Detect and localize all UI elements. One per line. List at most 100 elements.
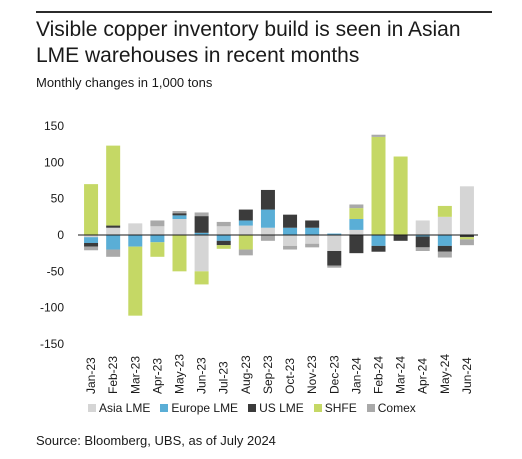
source-note: Source: Bloomberg, UBS, as of July 2024 [36, 433, 276, 448]
bar-asia-lme-nov-23 [305, 235, 320, 244]
bar-comex-sep-23 [260, 235, 275, 241]
bars [84, 134, 474, 316]
bar-comex-jan-23 [84, 246, 99, 251]
bar-europe-lme-nov-23 [305, 227, 320, 235]
legend-item: US LME [248, 401, 304, 415]
legend-swatch [88, 404, 96, 412]
bar-shfe-feb-24 [371, 136, 386, 235]
bar-shfe-aug-23 [238, 235, 253, 250]
bar-asia-lme-jan-23 [84, 235, 99, 238]
x-tick-label: May-23 [173, 354, 187, 394]
bar-europe-lme-feb-23 [106, 235, 121, 250]
x-tick-label: Mar-24 [394, 356, 408, 394]
x-tick-label: Aug-23 [239, 355, 253, 394]
bar-comex-dec-23 [327, 265, 342, 268]
x-tick-label: Sep-23 [261, 355, 275, 394]
legend-label: US LME [259, 401, 304, 415]
bar-comex-apr-24 [415, 247, 430, 251]
bar-us-lme-jul-23 [216, 240, 231, 246]
legend-item: Europe LME [160, 401, 238, 415]
bar-comex-apr-23 [150, 220, 165, 227]
bar-asia-lme-may-23 [172, 219, 187, 235]
bar-us-lme-may-24 [437, 245, 452, 252]
chart-subtitle: Monthly changes in 1,000 tons [36, 75, 213, 90]
bar-shfe-jan-23 [84, 184, 99, 235]
bar-asia-lme-dec-23 [327, 235, 342, 251]
bar-shfe-may-24 [437, 205, 452, 217]
bar-europe-lme-jul-23 [216, 235, 231, 241]
bar-us-lme-aug-23 [238, 209, 253, 221]
bar-us-lme-oct-23 [283, 214, 298, 228]
bar-europe-lme-jan-24 [349, 219, 364, 230]
bar-europe-lme-may-23 [172, 215, 187, 220]
x-tick-label: Jan-24 [349, 357, 363, 394]
legend: Asia LME Europe LME US LME SHFE Comex [88, 401, 416, 415]
y-axis: 150 100 50 0 -50 -100 -150 [40, 119, 64, 351]
bar-comex-oct-23 [283, 245, 298, 250]
bar-asia-lme-mar-23 [128, 223, 143, 235]
legend-label: Europe LME [171, 401, 239, 415]
bar-asia-lme-jun-24 [459, 186, 474, 235]
bar-comex-nov-23 [305, 243, 320, 248]
bar-shfe-jun-23 [194, 271, 209, 285]
bar-asia-lme-may-24 [437, 216, 452, 235]
x-tick-label: Jun-23 [195, 357, 209, 394]
bar-europe-lme-sep-23 [260, 209, 275, 228]
x-tick-label: Nov-23 [305, 355, 319, 394]
legend-label: SHFE [324, 401, 357, 415]
bar-comex-feb-24 [371, 134, 386, 137]
bar-us-lme-feb-23 [106, 225, 121, 228]
bar-us-lme-sep-23 [260, 189, 275, 210]
x-tick-label: Jul-23 [217, 361, 231, 394]
legend-label: Comex [377, 401, 416, 415]
bar-shfe-jul-23 [216, 245, 231, 249]
bar-shfe-jun-24 [459, 237, 474, 240]
bar-europe-lme-oct-23 [283, 227, 298, 235]
x-tick-label: May-24 [438, 354, 452, 394]
bar-europe-lme-dec-23 [327, 233, 342, 235]
y-tick-label: -50 [47, 264, 65, 278]
x-tick-label: Jun-24 [460, 357, 474, 394]
bar-asia-lme-apr-24 [415, 220, 430, 235]
bar-shfe-jan-24 [349, 208, 364, 220]
bar-europe-lme-apr-24 [415, 235, 430, 237]
legend-item: SHFE [313, 401, 357, 415]
bar-shfe-apr-23 [150, 242, 165, 257]
x-tick-label: Apr-24 [416, 358, 430, 394]
bar-asia-lme-apr-23 [150, 226, 165, 235]
bar-comex-may-24 [437, 251, 452, 258]
bar-us-lme-jun-23 [194, 216, 209, 233]
y-tick-label: 0 [57, 228, 64, 242]
bar-shfe-mar-23 [128, 246, 143, 316]
bar-shfe-feb-23 [106, 145, 121, 226]
legend-swatch [313, 404, 322, 412]
bar-shfe-mar-24 [393, 156, 408, 235]
bar-comex-jan-24 [349, 204, 364, 209]
bar-europe-lme-jun-23 [194, 232, 209, 235]
x-tick-label: Oct-23 [283, 358, 297, 394]
y-tick-label: 150 [44, 119, 64, 133]
bar-comex-aug-23 [238, 249, 253, 256]
top-rule [36, 11, 492, 13]
bar-us-lme-mar-24 [393, 235, 408, 241]
y-tick-label: -100 [40, 301, 64, 315]
bar-asia-lme-sep-23 [260, 227, 275, 235]
legend-label: Asia LME [99, 401, 151, 415]
bar-us-lme-apr-24 [415, 236, 430, 248]
y-tick-label: -150 [40, 337, 64, 351]
y-tick-label: 100 [44, 155, 64, 169]
bar-europe-lme-jan-23 [84, 237, 99, 243]
x-tick-label: Jan-23 [84, 357, 98, 394]
bar-us-lme-jun-24 [459, 235, 474, 238]
x-tick-label: Feb-24 [372, 356, 386, 394]
bar-comex-may-23 [172, 211, 187, 214]
legend-item: Asia LME [88, 401, 150, 415]
bar-us-lme-may-23 [172, 213, 187, 216]
x-tick-label: Dec-23 [327, 355, 341, 394]
bar-us-lme-jan-23 [84, 242, 99, 247]
bar-comex-feb-23 [106, 249, 121, 257]
bar-asia-lme-aug-23 [238, 225, 253, 235]
bar-asia-lme-jun-23 [194, 235, 209, 272]
